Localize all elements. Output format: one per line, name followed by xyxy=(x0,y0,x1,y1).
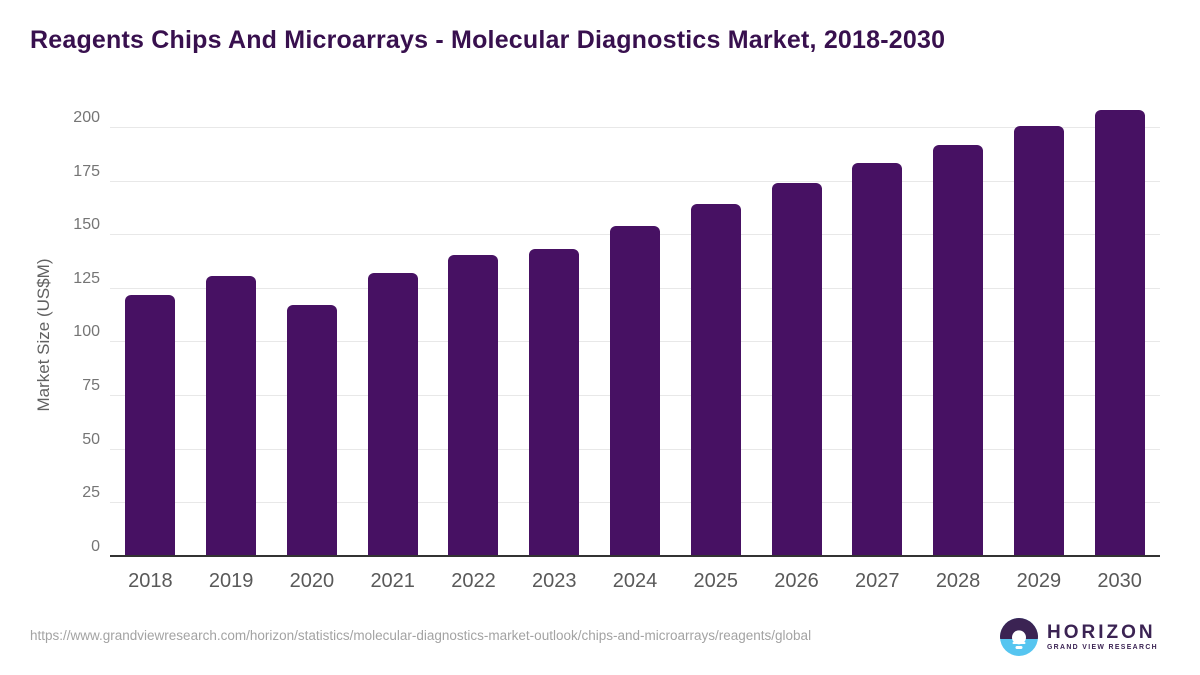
x-tick-label: 2021 xyxy=(370,570,415,592)
logo-icon-dome xyxy=(999,618,1038,640)
logo-icon-sun xyxy=(1011,629,1026,644)
x-tick-label: 2025 xyxy=(693,570,739,592)
bar-2022[interactable] xyxy=(448,255,499,557)
bar-2020[interactable] xyxy=(286,305,337,557)
logo-text: HORIZON GRAND VIEW RESEARCH xyxy=(1046,622,1158,652)
bar-2019[interactable] xyxy=(206,275,257,557)
plot-area: 0 25 50 75 100 125 150 175 200 2018 2019 2020 2021 20… xyxy=(73,100,1160,592)
horizon-sun-icon xyxy=(999,618,1038,656)
logo-name: HORIZON xyxy=(1046,622,1156,643)
x-tick-label: 2030 xyxy=(1097,570,1142,592)
y-tick-label: 25 xyxy=(82,484,100,502)
x-tick-label: 2028 xyxy=(935,570,981,592)
y-tick-label: 200 xyxy=(73,108,100,126)
bar-2026[interactable] xyxy=(771,183,822,557)
x-axis-line xyxy=(110,555,1160,557)
x-tick-label: 2027 xyxy=(855,570,900,592)
gridline xyxy=(110,126,1160,128)
y-tick-label: 175 xyxy=(73,162,100,180)
logo-tagline: GRAND VIEW RESEARCH xyxy=(1046,644,1158,651)
bar-2030[interactable] xyxy=(1094,110,1145,557)
bar-2025[interactable] xyxy=(690,203,741,557)
x-tick-label: 2026 xyxy=(774,570,819,592)
y-tick-label: 75 xyxy=(82,377,100,395)
x-tick-label: 2019 xyxy=(208,570,254,592)
bar-2029[interactable] xyxy=(1013,126,1064,557)
bar-2021[interactable] xyxy=(367,272,418,557)
y-tick-label: 0 xyxy=(91,538,100,555)
x-tick-label: 2023 xyxy=(531,570,577,592)
horizon-logo[interactable]: HORIZON GRAND VIEW RESEARCH xyxy=(999,618,1158,656)
logo-icon-ray xyxy=(1015,646,1023,649)
x-tick-label: 2018 xyxy=(128,570,173,592)
gridline xyxy=(110,180,1160,182)
bar-2028[interactable] xyxy=(933,144,984,557)
bar-2027[interactable] xyxy=(852,163,903,557)
bar-2024[interactable] xyxy=(610,225,660,557)
page-title: Reagents Chips And Microarrays - Molecul… xyxy=(30,26,946,54)
x-tick-label: 2024 xyxy=(612,570,658,592)
y-tick-label: 150 xyxy=(73,216,100,234)
bar-2018[interactable] xyxy=(125,295,176,557)
y-tick-label: 125 xyxy=(73,269,100,287)
x-tick-label: 2029 xyxy=(1016,570,1062,592)
y-tick-label: 50 xyxy=(82,430,100,448)
source-url: https://www.grandviewresearch.com/horizo… xyxy=(30,628,812,643)
x-tick-label: 2020 xyxy=(289,570,335,592)
bar-2023[interactable] xyxy=(529,248,580,557)
logo-icon-ray xyxy=(1012,641,1026,645)
y-tick-label: 100 xyxy=(73,323,100,341)
x-tick-label: 2022 xyxy=(451,570,496,592)
